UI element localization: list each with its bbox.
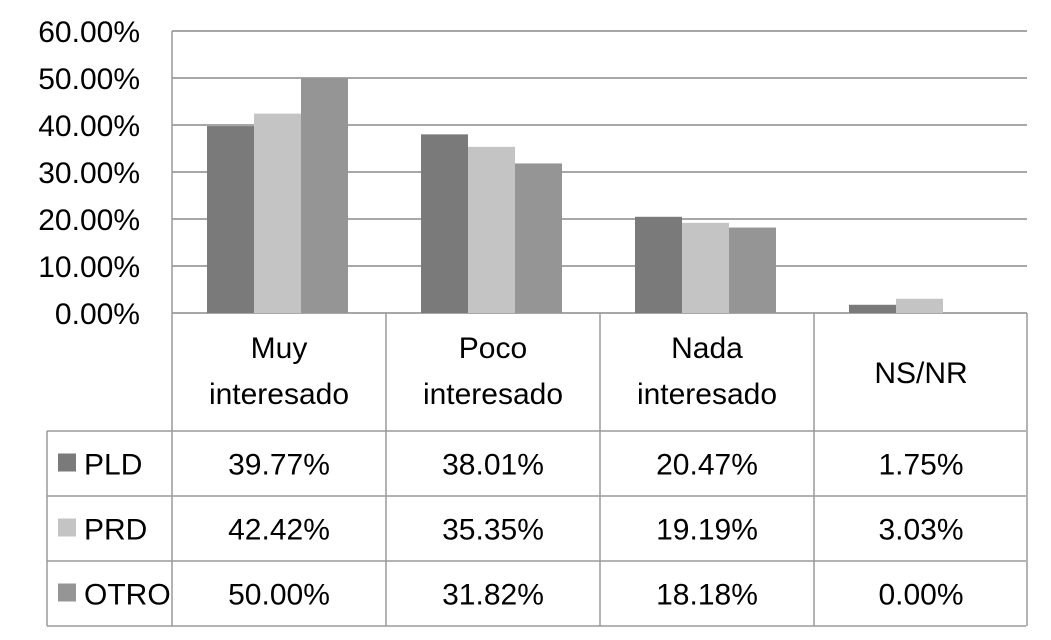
- table-cell-value: 38.01%: [442, 449, 544, 482]
- legend-swatch-prd: [58, 518, 76, 537]
- bar-pld: [635, 216, 682, 313]
- y-tick-label: 0.00%: [55, 298, 140, 331]
- y-tick-label: 50.00%: [38, 63, 140, 96]
- y-tick-label: 10.00%: [38, 251, 140, 284]
- data-table: Muy interesado Poco interesado Nada interesad…: [46, 31, 1028, 627]
- table-cell-value: 3.03%: [878, 514, 963, 547]
- bar-prd: [254, 113, 301, 313]
- table-cell-value: 39.77%: [228, 449, 330, 482]
- legend-label: PLD: [84, 449, 142, 482]
- bar-pld: [207, 126, 254, 314]
- table-cell-value: 42.42%: [228, 514, 330, 547]
- legend-label: PRD: [84, 514, 147, 547]
- bar-prd: [896, 298, 943, 313]
- table-cell-value: 35.35%: [442, 514, 544, 547]
- x-category-label: Nada interesado: [637, 332, 777, 411]
- bar-prd: [468, 146, 515, 313]
- y-tick-label: 30.00%: [38, 157, 140, 190]
- y-tick-label: 60.00%: [38, 16, 140, 49]
- table-cell-value: 0.00%: [878, 579, 963, 612]
- bar-pld: [421, 134, 468, 313]
- table-cell-value: 31.82%: [442, 579, 544, 612]
- x-category-label: NS/NR: [874, 357, 967, 390]
- legend-swatch-otro: [58, 583, 76, 602]
- x-category-label: Muy interesado: [209, 332, 349, 411]
- legend-label: OTRO: [84, 579, 171, 612]
- bar-otro: [515, 163, 562, 313]
- y-tick-label: 40.00%: [38, 110, 140, 143]
- bar-pld: [849, 304, 896, 313]
- table-cell-value: 20.47%: [656, 449, 758, 482]
- table-cell-value: 19.19%: [656, 514, 758, 547]
- bar-prd: [682, 222, 729, 313]
- y-axis: 0.00% 10.00% 20.00% 30.00% 40.00% 50.00% 60.00…: [38, 16, 140, 331]
- bars: [207, 78, 943, 314]
- table-cell-value: 18.18%: [656, 579, 758, 612]
- y-tick-label: 20.00%: [38, 204, 140, 237]
- table-cell-value: 1.75%: [878, 449, 963, 482]
- x-category-label: Poco interesado: [423, 332, 563, 411]
- legend-swatch-pld: [58, 453, 76, 472]
- bar-otro: [729, 227, 776, 313]
- table-cell-value: 50.00%: [228, 579, 330, 612]
- bar-otro: [301, 78, 348, 313]
